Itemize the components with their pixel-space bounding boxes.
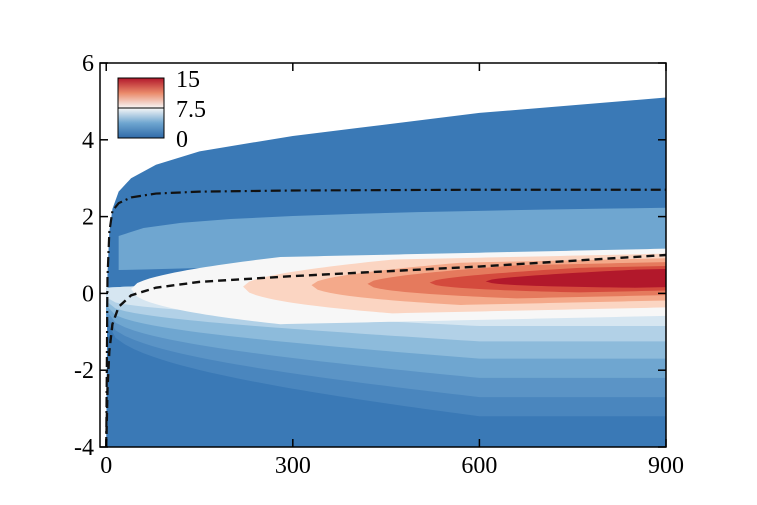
dashed-line (105, 253, 666, 447)
x-tick-label: 0 (100, 453, 112, 479)
field-bands (106, 207, 666, 417)
y-tick-label: -4 (74, 435, 94, 461)
x-tick-label: 300 (275, 453, 311, 479)
colorbar-label: 7.5 (176, 97, 206, 123)
plot-border (99, 62, 667, 448)
jet-band-5 (485, 269, 666, 288)
y-axis: -4 -2 0 2 4 6 (74, 51, 666, 461)
colorbar-label: 0 (176, 127, 188, 153)
contour-field (105, 97, 666, 447)
colorbar-label: 15 (176, 67, 200, 93)
colorbar-legend: 157.50 (117, 67, 206, 153)
y-tick-label: -2 (74, 358, 94, 384)
dashdot-line (105, 188, 666, 447)
x-tick-label: 900 (648, 453, 684, 479)
y-tick-label: 2 (82, 205, 94, 231)
x-axis: 0 300 600 900 (100, 63, 684, 479)
y-tick-label: 0 (82, 281, 94, 307)
x-tick-label: 600 (461, 453, 497, 479)
y-tick-label: 6 (82, 51, 94, 77)
y-tick-label: 4 (82, 128, 94, 154)
